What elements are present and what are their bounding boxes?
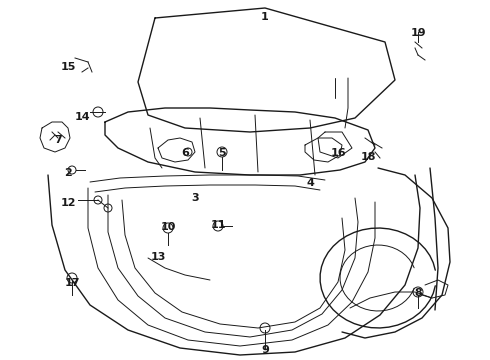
Text: 18: 18 bbox=[360, 152, 376, 162]
Text: 8: 8 bbox=[414, 288, 422, 298]
Text: 10: 10 bbox=[160, 222, 176, 232]
Text: 9: 9 bbox=[261, 345, 269, 355]
Text: 19: 19 bbox=[410, 28, 426, 38]
Text: 1: 1 bbox=[261, 12, 269, 22]
Text: 16: 16 bbox=[330, 148, 346, 158]
Text: 14: 14 bbox=[74, 112, 90, 122]
Text: 6: 6 bbox=[181, 148, 189, 158]
Text: 5: 5 bbox=[218, 148, 226, 158]
Text: 3: 3 bbox=[191, 193, 199, 203]
Text: 17: 17 bbox=[64, 278, 80, 288]
Text: 13: 13 bbox=[150, 252, 166, 262]
Text: 11: 11 bbox=[210, 220, 226, 230]
Text: 2: 2 bbox=[64, 168, 72, 178]
Text: 7: 7 bbox=[54, 135, 62, 145]
Text: 15: 15 bbox=[60, 62, 75, 72]
Text: 12: 12 bbox=[60, 198, 76, 208]
Text: 4: 4 bbox=[306, 178, 314, 188]
